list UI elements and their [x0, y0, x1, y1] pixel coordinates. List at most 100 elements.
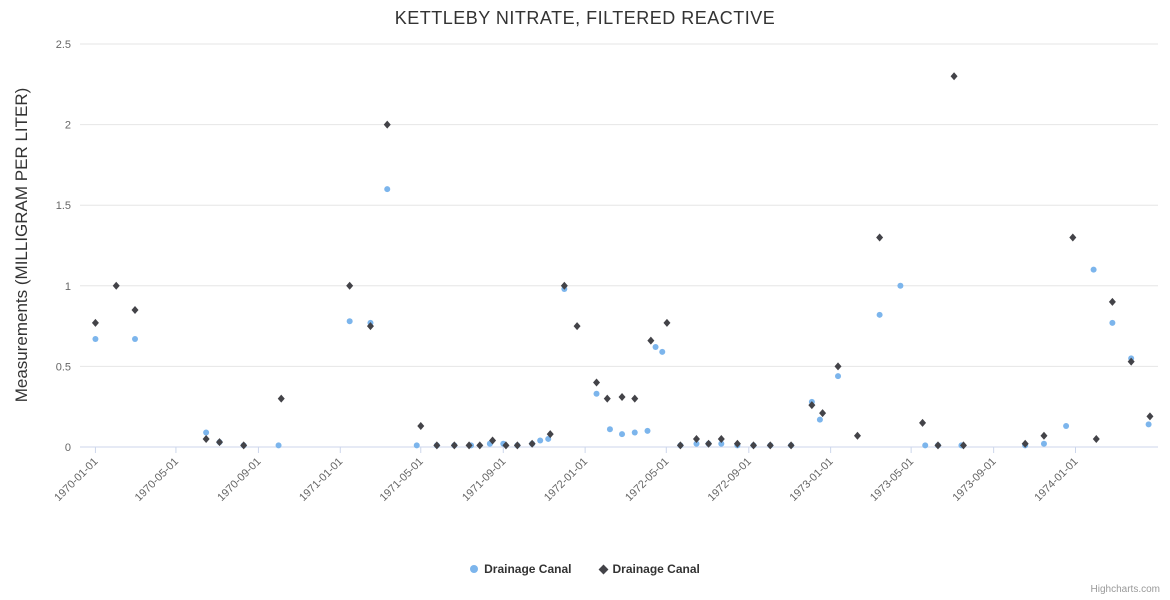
data-point-circle[interactable]	[619, 431, 626, 438]
data-point-circle[interactable]	[593, 390, 600, 397]
data-point-diamond[interactable]	[1108, 297, 1116, 306]
data-point-diamond[interactable]	[546, 430, 554, 439]
data-point-circle[interactable]	[922, 442, 929, 449]
y-tick-label: 1.5	[56, 200, 71, 212]
data-point-circle[interactable]	[652, 344, 659, 351]
data-point-diamond[interactable]	[919, 418, 927, 427]
chart-title: KETTLEBY NITRATE, FILTERED REACTIVE	[394, 8, 776, 28]
data-point-circle[interactable]	[275, 442, 282, 449]
data-point-circle[interactable]	[1145, 421, 1152, 428]
data-point-diamond[interactable]	[1146, 412, 1154, 421]
data-point-diamond[interactable]	[717, 434, 725, 443]
data-point-diamond[interactable]	[959, 441, 967, 450]
data-point-diamond[interactable]	[528, 439, 536, 448]
data-point-diamond[interactable]	[433, 441, 441, 450]
data-point-circle[interactable]	[132, 335, 139, 342]
data-point-diamond[interactable]	[618, 393, 626, 402]
data-point-circle[interactable]	[718, 440, 725, 447]
data-point-circle[interactable]	[203, 429, 210, 436]
data-point-diamond[interactable]	[631, 394, 639, 403]
data-point-diamond[interactable]	[465, 441, 473, 450]
data-point-circle[interactable]	[1063, 423, 1070, 430]
data-point-circle[interactable]	[897, 282, 904, 289]
legend-label-series2: Drainage Canal	[612, 562, 700, 576]
data-point-circle[interactable]	[346, 318, 353, 325]
data-point-diamond[interactable]	[853, 431, 861, 440]
x-tick-label: 1972-01-01	[542, 456, 590, 504]
data-point-diamond[interactable]	[934, 441, 942, 450]
data-point-diamond[interactable]	[417, 422, 425, 431]
data-point-diamond[interactable]	[476, 441, 484, 450]
data-point-diamond[interactable]	[277, 394, 285, 403]
data-point-circle[interactable]	[816, 416, 823, 423]
x-tick-label: 1973-01-01	[787, 456, 835, 504]
data-point-diamond[interactable]	[1092, 434, 1100, 443]
data-point-circle[interactable]	[92, 335, 99, 342]
data-point-circle[interactable]	[631, 429, 638, 436]
data-point-circle[interactable]	[606, 426, 613, 433]
x-tick-label: 1973-05-01	[868, 456, 916, 504]
y-tick-label: 0	[65, 442, 71, 454]
data-point-circle[interactable]	[537, 437, 544, 444]
data-point-diamond[interactable]	[676, 441, 684, 450]
data-point-circle[interactable]	[659, 348, 666, 355]
data-point-diamond[interactable]	[950, 72, 958, 81]
data-point-diamond[interactable]	[808, 401, 816, 410]
data-point-diamond[interactable]	[692, 434, 700, 443]
x-tick-label: 1970-01-01	[52, 456, 100, 504]
data-point-diamond[interactable]	[787, 441, 795, 450]
data-point-diamond[interactable]	[1127, 357, 1135, 366]
data-point-diamond[interactable]	[240, 441, 248, 450]
data-point-diamond[interactable]	[1069, 233, 1077, 242]
data-point-diamond[interactable]	[383, 120, 391, 129]
data-point-diamond[interactable]	[1040, 431, 1048, 440]
legend-item-series1[interactable]: Drainage Canal	[470, 562, 572, 576]
x-tick-label: 1972-05-01	[623, 456, 671, 504]
data-point-circle[interactable]	[384, 186, 391, 193]
data-point-diamond[interactable]	[560, 281, 568, 290]
data-point-diamond[interactable]	[603, 394, 611, 403]
data-point-circle[interactable]	[876, 311, 883, 318]
data-point-diamond[interactable]	[834, 362, 842, 371]
legend-label-series1: Drainage Canal	[484, 562, 572, 576]
data-point-diamond[interactable]	[766, 441, 774, 450]
data-point-diamond[interactable]	[216, 438, 224, 447]
data-point-diamond[interactable]	[663, 318, 671, 327]
x-tick-label: 1970-09-01	[215, 456, 263, 504]
data-point-diamond[interactable]	[513, 441, 521, 450]
y-tick-label: 2.5	[56, 39, 71, 51]
data-point-circle[interactable]	[1109, 319, 1116, 326]
data-point-diamond[interactable]	[91, 318, 99, 327]
data-point-diamond[interactable]	[705, 439, 713, 448]
data-point-diamond[interactable]	[573, 322, 581, 331]
data-point-diamond[interactable]	[749, 441, 757, 450]
x-tick-label: 1971-09-01	[460, 456, 508, 504]
data-point-diamond[interactable]	[733, 439, 741, 448]
data-point-circle[interactable]	[1090, 266, 1097, 273]
data-point-diamond[interactable]	[346, 281, 354, 290]
data-point-circle[interactable]	[1040, 440, 1047, 447]
data-point-diamond[interactable]	[489, 436, 497, 445]
x-tick-label: 1973-09-01	[950, 456, 998, 504]
data-point-diamond[interactable]	[1021, 439, 1029, 448]
legend-item-series2[interactable]: Drainage Canal	[598, 562, 700, 576]
data-point-circle[interactable]	[413, 442, 420, 449]
data-point-diamond[interactable]	[819, 409, 827, 418]
data-point-diamond[interactable]	[450, 441, 458, 450]
data-point-circle[interactable]	[693, 440, 700, 447]
data-point-diamond[interactable]	[502, 441, 510, 450]
data-point-diamond[interactable]	[647, 336, 655, 345]
data-point-diamond[interactable]	[131, 305, 139, 314]
data-point-circle[interactable]	[644, 427, 651, 434]
data-point-diamond[interactable]	[112, 281, 120, 290]
data-point-diamond[interactable]	[876, 233, 884, 242]
data-point-diamond[interactable]	[202, 434, 210, 443]
x-tick-label: 1974-01-01	[1032, 456, 1080, 504]
data-point-diamond[interactable]	[366, 322, 374, 331]
data-point-diamond[interactable]	[593, 378, 601, 387]
data-point-circle[interactable]	[835, 373, 842, 380]
legend: Drainage Canal Drainage Canal	[0, 562, 1170, 576]
highcharts-credit[interactable]: Highcharts.com	[1090, 584, 1160, 595]
